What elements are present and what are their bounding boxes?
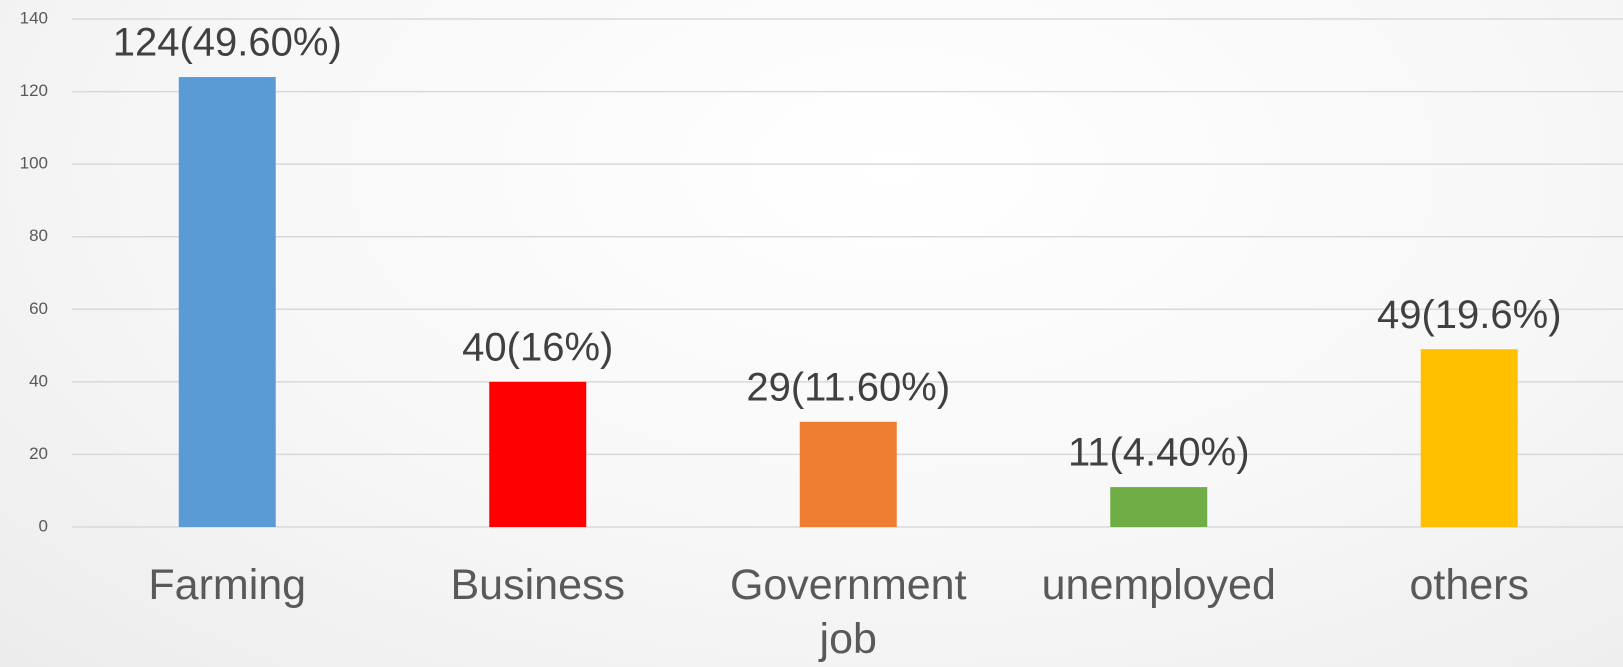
x-tick-label: Government job: [729, 561, 967, 663]
y-tick-label: 60: [29, 299, 48, 318]
y-tick-label: 100: [20, 154, 48, 173]
x-tick-label: Business: [450, 561, 625, 609]
x-tick-label: unemployed: [1041, 561, 1276, 609]
x-tick-label: others: [1409, 561, 1529, 609]
value-label: 49(19.6%): [1377, 293, 1562, 337]
x-tick-label: Farming: [148, 561, 307, 609]
bar: [799, 421, 897, 527]
value-label: 40(16%): [462, 325, 613, 369]
y-tick-label: 20: [29, 444, 48, 463]
y-tick-label: 80: [29, 226, 48, 245]
y-tick-label: 0: [39, 516, 48, 535]
bar: [1420, 349, 1518, 527]
bar: [1110, 487, 1208, 527]
value-label: 124(49.60%): [113, 21, 342, 65]
value-label: 29(11.60%): [746, 365, 950, 409]
bar: [178, 77, 276, 528]
bar: [489, 381, 587, 527]
value-label: 11(4.40%): [1068, 431, 1250, 475]
y-tick-label: 140: [20, 8, 48, 27]
y-tick-label: 120: [20, 81, 48, 100]
y-tick-label: 40: [29, 371, 48, 390]
